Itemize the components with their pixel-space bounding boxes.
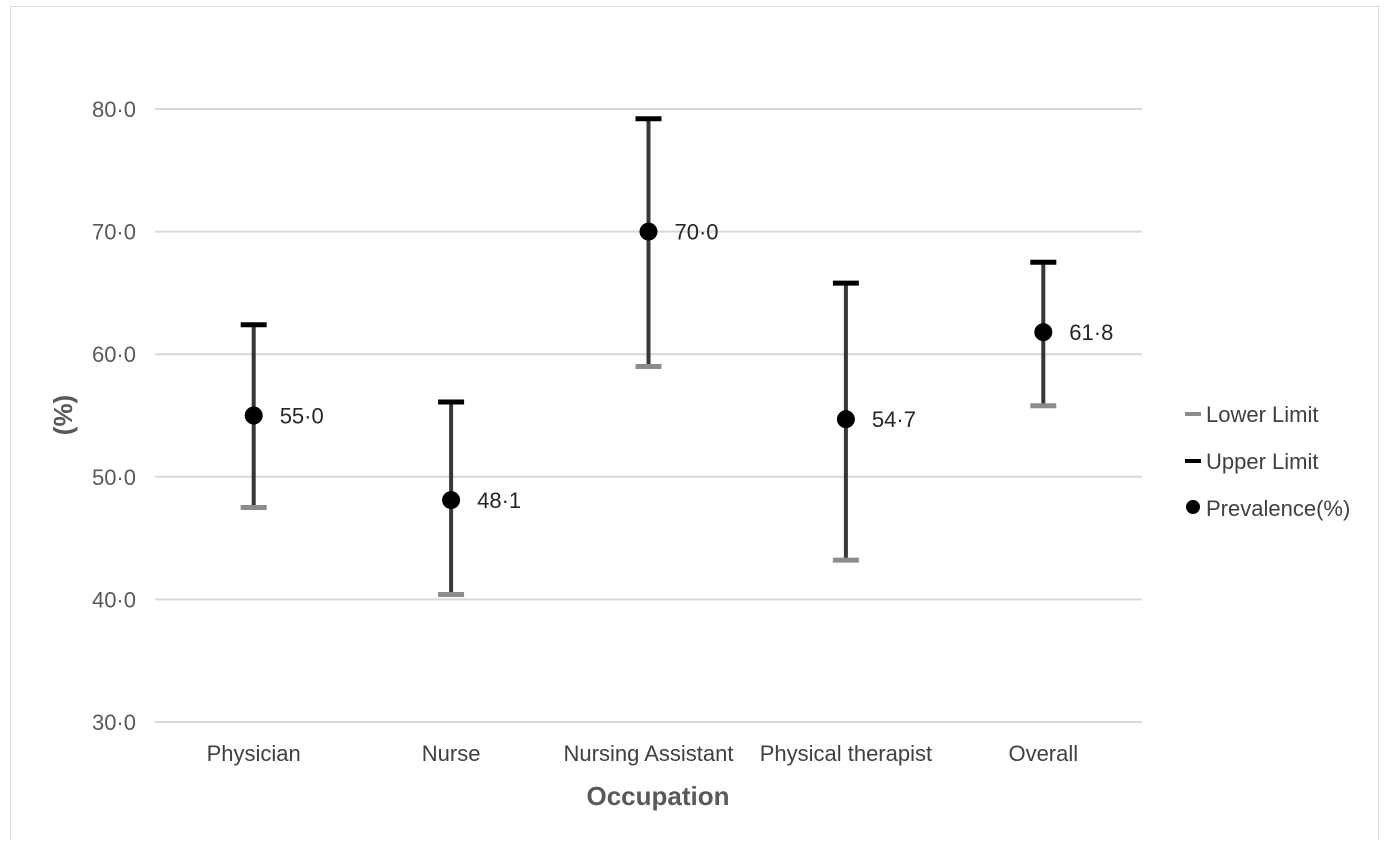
legend-label: Lower Limit: [1206, 402, 1318, 427]
x-category-label: Nurse: [422, 741, 481, 766]
y-tick-label: 50·0: [92, 465, 136, 490]
x-category-label: Physician: [207, 741, 301, 766]
prevalence-data-label: 70·0: [675, 220, 719, 245]
prevalence-point: [1034, 323, 1053, 342]
y-tick-label: 60·0: [92, 342, 136, 367]
y-tick-label: 80·0: [92, 97, 136, 122]
x-axis-title: Occupation: [586, 781, 729, 811]
legend-label: Prevalence(%): [1206, 496, 1350, 521]
prevalence-point: [639, 222, 658, 241]
x-category-label: Physical therapist: [760, 741, 932, 766]
prevalence-data-label: 54·7: [872, 407, 916, 432]
prevalence-point: [836, 410, 855, 429]
legend-label: Upper Limit: [1206, 449, 1318, 474]
prevalence-data-label: 55·0: [280, 404, 324, 429]
prevalence-point: [442, 491, 461, 510]
data-points: 55·0 48·1 70·0 54·7 61·8: [244, 220, 1113, 513]
y-tick-label: 70·0: [92, 220, 136, 245]
y-axis-title: (%): [48, 395, 78, 435]
legend: Lower Limit Upper Limit Prevalence(%): [1185, 402, 1350, 521]
y-tick-label: 40·0: [92, 587, 136, 612]
y-tick-label: 30·0: [92, 710, 136, 735]
legend-prevalence-marker: [1186, 500, 1200, 514]
prevalence-point: [244, 406, 263, 425]
x-category-label: Nursing Assistant: [564, 741, 734, 766]
prevalence-data-label: 61·8: [1069, 320, 1113, 345]
prevalence-data-label: 48·1: [477, 488, 521, 513]
chart-frame: [10, 6, 1379, 840]
y-axis-ticks: 30·0 40·0 50·0 60·0 70·0 80·0: [92, 97, 136, 735]
x-category-label: Overall: [1008, 741, 1078, 766]
error-bars: [240, 116, 1057, 597]
x-axis-categories: Physician Nurse Nursing Assistant Physical …: [207, 741, 1079, 766]
